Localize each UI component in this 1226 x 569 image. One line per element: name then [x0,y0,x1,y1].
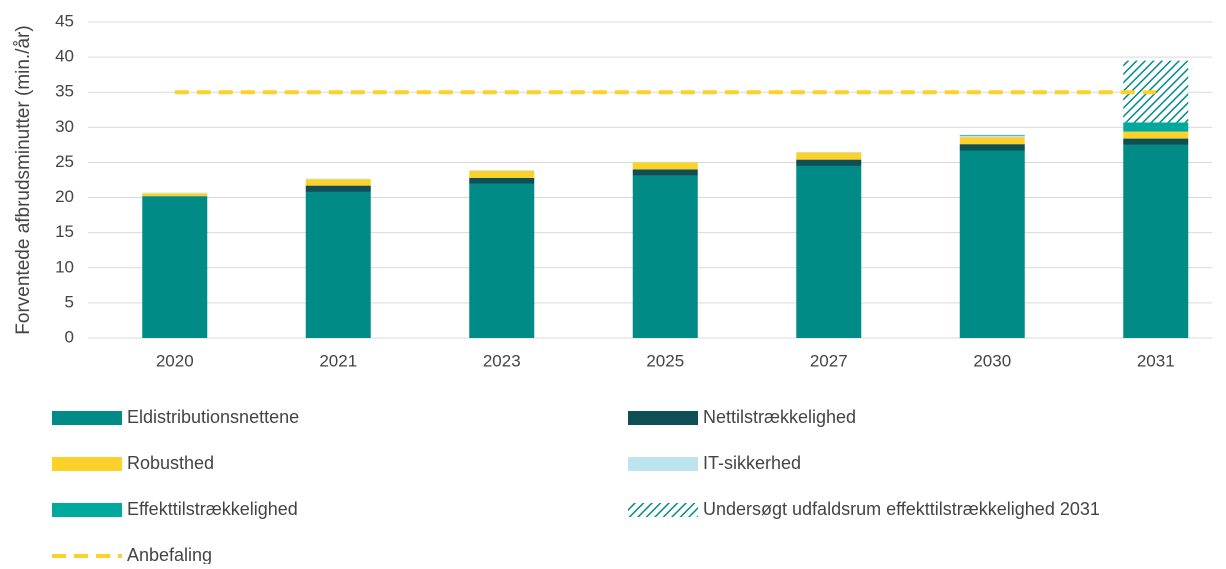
bar-segment [305,185,371,192]
bar-segment [959,150,1025,338]
bar-segment [469,170,535,178]
bar-segment [1123,122,1189,132]
bar-segment [959,135,1025,136]
y-tick-label: 30 [55,117,74,136]
bar-segment [305,178,371,180]
bar-segment [142,196,208,338]
bar-segment [305,191,371,338]
bar-segment [1123,138,1189,145]
legend-label: Eldistributionsnettene [127,407,299,427]
legend-swatch [628,503,698,517]
bar-segment [1123,144,1189,338]
bar-segment [796,152,862,160]
legend-label: Anbefaling [127,545,212,564]
y-tick-label: 35 [55,82,74,101]
x-tick-label: 2027 [810,351,848,370]
bar-segment [305,179,371,186]
x-tick-label: 2025 [646,351,684,370]
x-tick-label: 2023 [483,351,521,370]
bar-segment [796,151,862,153]
legend-label: Undersøgt udfaldsrum effekttilstrækkelig… [703,499,1100,519]
legend-label: Nettilstrækkelighed [703,407,856,427]
legend-label: IT-sikkerhed [703,453,801,473]
bar-segment [142,192,208,194]
y-tick-label: 40 [55,47,74,66]
y-tick-label: 25 [55,152,74,171]
x-tick-label: 2031 [1137,351,1175,370]
bar-segment [632,175,698,338]
y-tick-label: 0 [65,327,74,346]
x-tick-label: 2030 [973,351,1011,370]
bar-segment [632,161,698,163]
y-tick-label: 15 [55,222,74,241]
legend-swatch [52,457,122,471]
bar-segment [632,169,698,176]
bar-segment [796,165,862,338]
legend-swatch [628,411,698,425]
bar-segment [959,144,1025,151]
bar-segment [959,137,1025,145]
y-tick-label: 5 [65,292,74,311]
y-tick-label: 45 [55,11,74,30]
legend-label: Robusthed [127,453,214,473]
legend-swatch [52,411,122,425]
x-tick-label: 2020 [156,351,194,370]
bar-segment [469,177,535,184]
bar-segment [959,135,1025,138]
bar-segment [142,193,208,197]
legend-label: Effekttilstrækkelighed [127,499,298,519]
bar-segment [469,183,535,338]
y-axis-title: Forventede afbrudsminutter (min./år) [13,25,34,334]
bar-segment [1123,131,1189,139]
bar-segment [469,170,535,171]
y-tick-label: 20 [55,187,74,206]
bar-segment [632,162,698,170]
bar-segment [796,159,862,166]
x-tick-label: 2021 [319,351,357,370]
legend-swatch [52,503,122,517]
y-tick-label: 10 [55,257,74,276]
legend-swatch [628,457,698,471]
